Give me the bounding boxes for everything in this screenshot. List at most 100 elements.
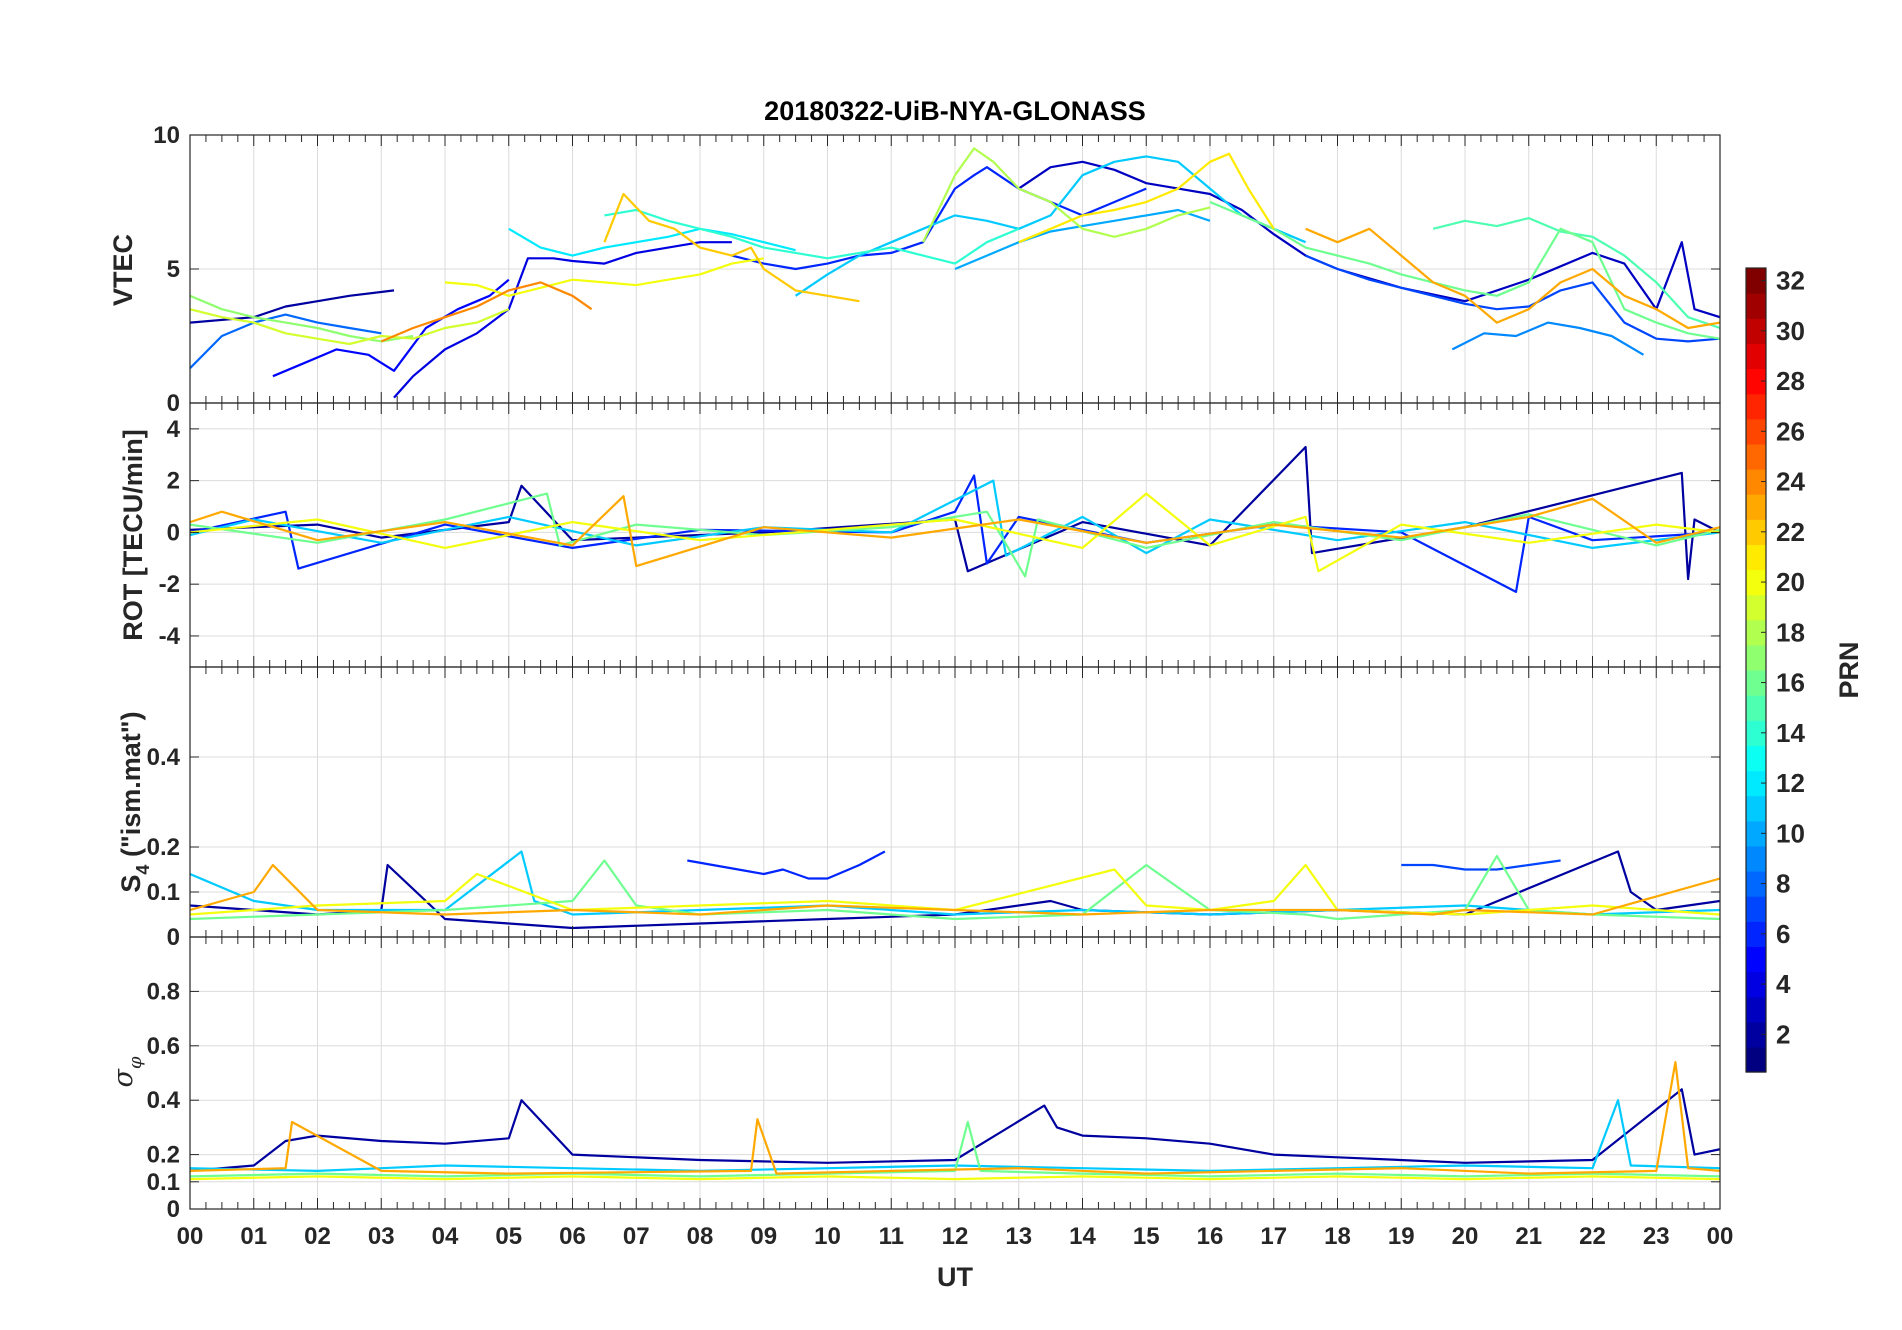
rot-ytick-label: -4 (159, 623, 181, 650)
x-tick-label: 15 (1133, 1223, 1160, 1250)
x-tick-label: 14 (1069, 1223, 1096, 1250)
x-tick-label: 04 (432, 1223, 459, 1250)
panel-s4: 0 0.1 0.2 0.4 S4 ("ism.mat") (116, 666, 1721, 951)
sigma_phi-ytick-label: 0.2 (147, 1142, 180, 1169)
colorbar-band (1746, 795, 1766, 822)
sigma_phi-ytick-label: 0.1 (147, 1169, 180, 1196)
rot-series-prn-20 (190, 492, 1720, 573)
rot-ytick-label: 0 (167, 519, 180, 546)
x-tick-label: 01 (240, 1223, 267, 1250)
vtec-series-prn-3 (1018, 160, 1720, 319)
vtec-series-prn-11 (794, 155, 1307, 297)
x-tick-label: 20 (1452, 1223, 1479, 1250)
colorbar-tick-label: 18 (1776, 617, 1805, 647)
sigma-phi-traces (190, 1061, 1720, 1181)
x-tick-label: 18 (1324, 1223, 1351, 1250)
vtec-series-prn-8 (190, 313, 382, 369)
x-tick-label: 22 (1579, 1223, 1606, 1250)
s4-ytick-label: 0.1 (147, 879, 180, 906)
colorbar-band (1746, 418, 1766, 445)
rot-ytick-label: 4 (167, 416, 181, 443)
rot-ticks: -4 -2 0 2 4 (159, 402, 1721, 668)
s4-series-prn-23 (190, 863, 1720, 916)
x-tick-label: 03 (368, 1223, 395, 1250)
colorbar-tick-label: 16 (1776, 668, 1805, 698)
vtec-ytick-label: 10 (153, 122, 180, 149)
rot-series-prn-23 (190, 495, 1720, 568)
colorbar-tick-label: 28 (1776, 366, 1805, 396)
s4-traces (190, 850, 1720, 930)
s4-series-prn-7 (1401, 859, 1561, 871)
colorbar-band (1746, 845, 1766, 872)
colorbar-band (1746, 1021, 1766, 1048)
colorbar-tick-label: 4 (1776, 969, 1791, 999)
sigma_phi-ytick-label: 0.4 (147, 1087, 181, 1114)
colorbar-band (1746, 971, 1766, 998)
x-tick-label: 12 (942, 1223, 969, 1250)
vtec-ytick-label: 5 (167, 256, 180, 283)
colorbar-band (1746, 996, 1766, 1023)
vtec-series-prn-14 (604, 208, 1020, 265)
sigma_phi-series-prn-2 (190, 1088, 1720, 1172)
panel-vtec: 0 5 10 VTEC (108, 122, 1721, 417)
colorbar-gradient (1746, 268, 1766, 1073)
colorbar-band (1746, 594, 1766, 621)
sigma_phi-frame (189, 936, 1721, 1210)
vtec-series-prn-10 (954, 208, 1211, 271)
rot-series-prn-6 (190, 474, 1720, 593)
colorbar-band (1746, 1046, 1766, 1073)
colorbar-band (1746, 820, 1766, 847)
colorbar-tick-label: 14 (1776, 718, 1805, 748)
sigma-phi-ticks: 00.10.2 0.4 0.6 0.8 (147, 936, 1721, 1223)
panel-rot: -4 -2 0 2 4 ROT [TECU/min] (118, 402, 1721, 668)
s4-ytick-label: 0.4 (147, 744, 181, 771)
colorbar-band (1746, 695, 1766, 721)
colorbar-band (1746, 569, 1766, 596)
s4-ytick-label: 0.2 (147, 834, 180, 861)
s4-ylabel-base: S (116, 875, 146, 893)
x-tick-label: 00 (177, 1223, 204, 1250)
sigma_phi-series-prn-20 (190, 1175, 1720, 1181)
colorbar-band (1746, 720, 1766, 746)
s4-ylabel-rest: ("ism.mat") (116, 711, 146, 864)
vtec-series-prn-4 (393, 241, 732, 399)
sigma_phi-ytick-label: 0 (167, 1196, 180, 1223)
x-tick-label: 02 (304, 1223, 331, 1250)
vtec-series-prn-7 (1305, 254, 1720, 343)
vtec-series-prn-15 (1432, 217, 1720, 330)
vtec-series-prn-22 (603, 192, 860, 303)
colorbar-band (1746, 745, 1766, 772)
x-tick-label: 05 (495, 1223, 522, 1250)
vtec-traces (190, 147, 1720, 399)
sigma_phi-ytick-label: 0.6 (147, 1033, 180, 1060)
colorbar-band (1746, 368, 1766, 395)
vtec-series-prn-17 (190, 294, 414, 343)
sigma-phi-ylabel-phi: φ (125, 1056, 146, 1069)
rot-ylabel: ROT [TECU/min] (118, 429, 148, 640)
vtec-series-prn-18 (922, 147, 1211, 243)
x-tick-label: 11 (879, 1223, 904, 1250)
x-tick-label: 09 (750, 1223, 777, 1250)
panel-sigma-phi: 00.10.2 0.4 0.6 0.8 σφ (108, 936, 1721, 1223)
colorbar-label: PRN (1834, 641, 1864, 698)
sigma_phi-series-prn-23 (190, 1061, 1720, 1175)
colorbar-tick-label: 6 (1776, 919, 1790, 949)
colorbar-band (1746, 443, 1766, 470)
x-axis-label: UT (937, 1262, 973, 1292)
colorbar-band (1746, 619, 1766, 646)
x-tick-label: 07 (623, 1223, 650, 1250)
colorbar-band (1746, 670, 1766, 696)
vtec-series-prn-5 (272, 278, 510, 378)
colorbar-band (1746, 770, 1766, 797)
s4-series-prn-11 (190, 850, 1720, 916)
colorbar-band (1746, 318, 1766, 344)
x-tick-label: 17 (1260, 1223, 1287, 1250)
colorbar-band (1746, 393, 1766, 420)
colorbar-band (1746, 293, 1766, 319)
colorbar-band (1746, 343, 1766, 370)
colorbar-band (1746, 644, 1766, 671)
colorbar-band (1746, 519, 1766, 545)
